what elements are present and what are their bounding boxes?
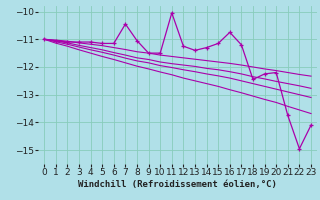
X-axis label: Windchill (Refroidissement éolien,°C): Windchill (Refroidissement éolien,°C) (78, 180, 277, 189)
